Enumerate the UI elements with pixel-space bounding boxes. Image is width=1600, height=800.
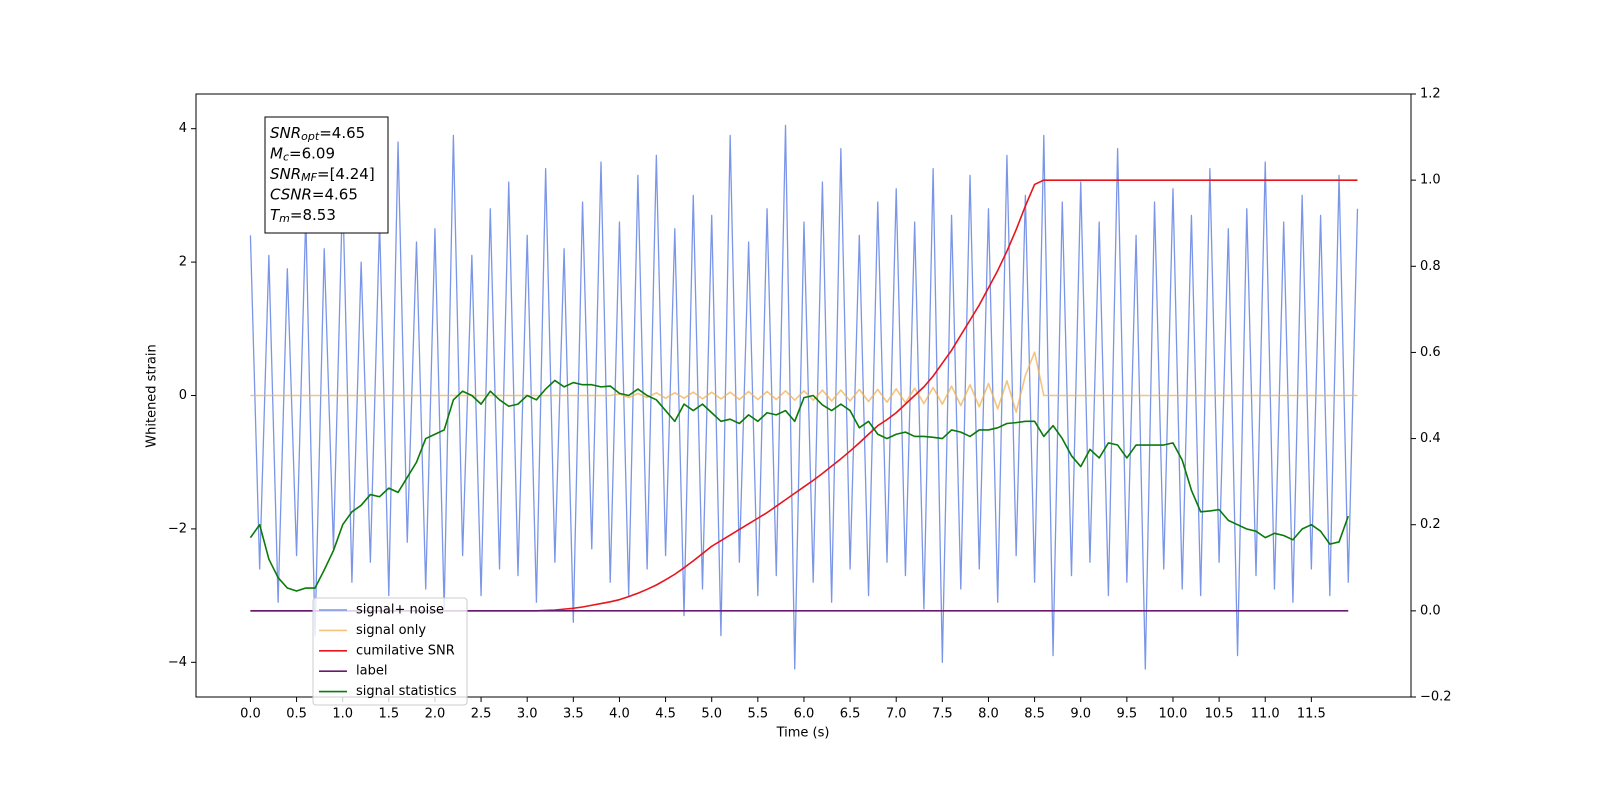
x-tick-label: 2.0 bbox=[425, 707, 446, 722]
x-tick-label: 10.5 bbox=[1205, 707, 1234, 722]
legend-label: signal only bbox=[356, 623, 426, 638]
y-tick-label: −4 bbox=[168, 655, 187, 670]
y-tick-label: 2 bbox=[179, 255, 187, 270]
annotation-symbol: SNR bbox=[270, 124, 301, 142]
annotation-value: =8.53 bbox=[290, 206, 336, 224]
x-tick-label: 5.0 bbox=[701, 707, 722, 722]
x-tick-label: 7.5 bbox=[932, 707, 953, 722]
annotation-subscript: m bbox=[279, 212, 290, 225]
annotation-subscript: MF bbox=[301, 171, 317, 184]
x-tick-label: 0.5 bbox=[286, 707, 307, 722]
annotation-subscript: opt bbox=[301, 130, 320, 143]
annotation-symbol: CSNR bbox=[270, 185, 312, 203]
annotation-value: =4.65 bbox=[312, 185, 358, 203]
x-tick-label: 9.0 bbox=[1070, 707, 1091, 722]
legend-label: signal statistics bbox=[356, 684, 457, 699]
legend-label: label bbox=[356, 664, 387, 679]
x-tick-label: 1.5 bbox=[378, 707, 399, 722]
annotation-frame bbox=[264, 116, 389, 234]
x-tick-label: 11.0 bbox=[1251, 707, 1280, 722]
y2-tick-label: 1.0 bbox=[1420, 173, 1441, 188]
y2-tick-label: −0.2 bbox=[1420, 690, 1452, 705]
y-axis-label: Whitened strain bbox=[145, 344, 160, 447]
legend-label: signal+ noise bbox=[356, 603, 444, 618]
y-tick-label: 0 bbox=[179, 388, 187, 403]
series-line bbox=[250, 351, 1358, 413]
x-tick-label: 3.0 bbox=[517, 707, 538, 722]
annotation-line: Mc=6.09 bbox=[270, 144, 335, 164]
x-tick-label: 8.0 bbox=[978, 707, 999, 722]
annotation-value: =6.09 bbox=[289, 144, 335, 162]
annotation-line: Tm=8.53 bbox=[270, 206, 336, 226]
annotation-symbol: SNR bbox=[270, 165, 301, 183]
y-tick-label: 4 bbox=[179, 121, 187, 136]
series-line bbox=[249, 379, 1350, 592]
annotation-line: SNRopt=4.65 bbox=[270, 124, 365, 144]
x-tick-label: 7.0 bbox=[886, 707, 907, 722]
y2-tick-label: 0.6 bbox=[1420, 345, 1441, 360]
annotation-value: =4.65 bbox=[319, 124, 365, 142]
x-tick-label: 4.5 bbox=[655, 707, 676, 722]
annotation-symbol: T bbox=[270, 206, 281, 224]
legend-label: cumilative SNR bbox=[356, 643, 455, 658]
annotation-value: =[4.24] bbox=[317, 165, 375, 183]
x-tick-label: 8.5 bbox=[1024, 707, 1045, 722]
x-tick-label: 9.5 bbox=[1117, 707, 1138, 722]
x-tick-label: 3.5 bbox=[563, 707, 584, 722]
x-tick-label: 10.0 bbox=[1159, 707, 1188, 722]
legend: signal+ noise signal only cumilative SNR la… bbox=[312, 597, 468, 706]
y2-tick-label: 0.0 bbox=[1420, 603, 1441, 618]
y2-tick-label: 0.4 bbox=[1420, 431, 1441, 446]
legend-frame bbox=[312, 597, 468, 706]
y-tick-label: −2 bbox=[168, 521, 187, 536]
y2-tick-label: 0.2 bbox=[1420, 517, 1441, 532]
annotation-subscript: c bbox=[283, 151, 289, 164]
series-line bbox=[249, 124, 1359, 670]
x-tick-label: 2.5 bbox=[471, 707, 492, 722]
x-tick-label: 6.5 bbox=[840, 707, 861, 722]
annotation-line: CSNR=4.65 bbox=[270, 185, 358, 203]
x-axis-label: Time (s) bbox=[776, 726, 830, 741]
x-tick-label: 5.5 bbox=[747, 707, 768, 722]
x-tick-label: 11.5 bbox=[1297, 707, 1326, 722]
x-tick-label: 1.0 bbox=[332, 707, 353, 722]
x-tick-label: 0.0 bbox=[240, 707, 261, 722]
x-tick-label: 4.0 bbox=[609, 707, 630, 722]
x-tick-label: 6.0 bbox=[794, 707, 815, 722]
y2-tick-label: 1.2 bbox=[1420, 87, 1441, 102]
annotation-box: SNRopt=4.65Mc=6.09SNRMF=[4.24]CSNR=4.65T… bbox=[264, 116, 389, 234]
y2-tick-label: 0.8 bbox=[1420, 259, 1441, 274]
annotation-line: SNRMF=[4.24] bbox=[270, 165, 375, 185]
annotation-symbol: M bbox=[270, 144, 283, 162]
